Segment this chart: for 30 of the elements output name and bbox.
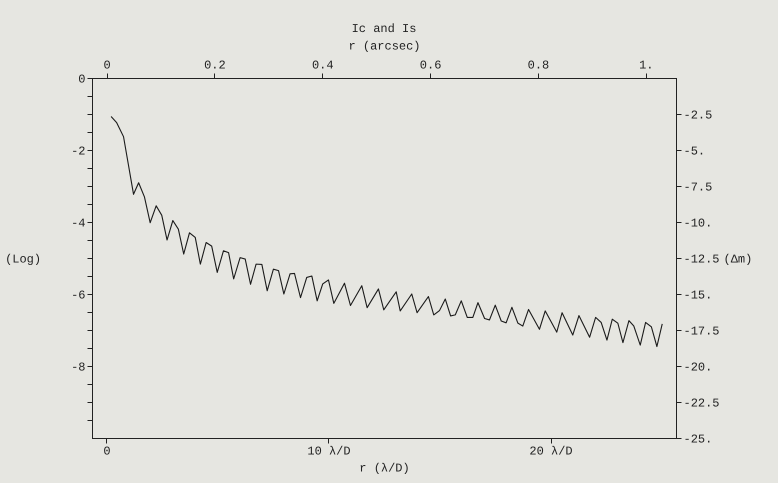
- x-tick-label: 10 λ/D: [307, 444, 351, 458]
- y2-tick-label: -17.5: [684, 324, 720, 338]
- y2-axis-title: (Δm): [724, 252, 752, 266]
- x-tick-label: 0: [103, 444, 111, 458]
- line-series: [110, 116, 663, 348]
- y2-tick-label: -25.: [684, 432, 712, 446]
- x2-tick-label: 0: [103, 58, 111, 72]
- x2-tick-label: 1.: [639, 58, 654, 72]
- chart-title: Ic and Is: [352, 22, 416, 36]
- y2-tick-label: -10.: [684, 216, 712, 230]
- y-tick-label: -4: [71, 216, 86, 230]
- x2-axis-title: r (arcsec): [348, 40, 421, 54]
- x2-tick-label: 0.6: [420, 58, 442, 72]
- y-tick-label: -2: [71, 144, 86, 158]
- x2-tick-label: 0.4: [312, 58, 334, 72]
- y2-tick-label: -15.: [684, 288, 712, 302]
- x2-tick-label: 0.8: [528, 58, 550, 72]
- x2-tick-label: 0.2: [204, 58, 226, 72]
- y2-tick-label: -7.5: [684, 180, 712, 194]
- y-tick-label: -6: [71, 288, 86, 302]
- y-axis-title: (Log): [5, 252, 42, 266]
- y2-tick-label: -22.5: [684, 396, 720, 410]
- x-axis-title: r (λ/D): [359, 462, 410, 476]
- y2-tick-label: -2.5: [684, 108, 712, 122]
- y2-tick-label: -12.5: [684, 252, 720, 266]
- y2-tick-label: -20.: [684, 360, 712, 374]
- x-tick-label: 20 λ/D: [529, 444, 573, 458]
- y-tick-label: -8: [71, 360, 86, 374]
- y2-tick-label: -5.: [684, 144, 706, 158]
- y-tick-label: 0: [78, 72, 86, 86]
